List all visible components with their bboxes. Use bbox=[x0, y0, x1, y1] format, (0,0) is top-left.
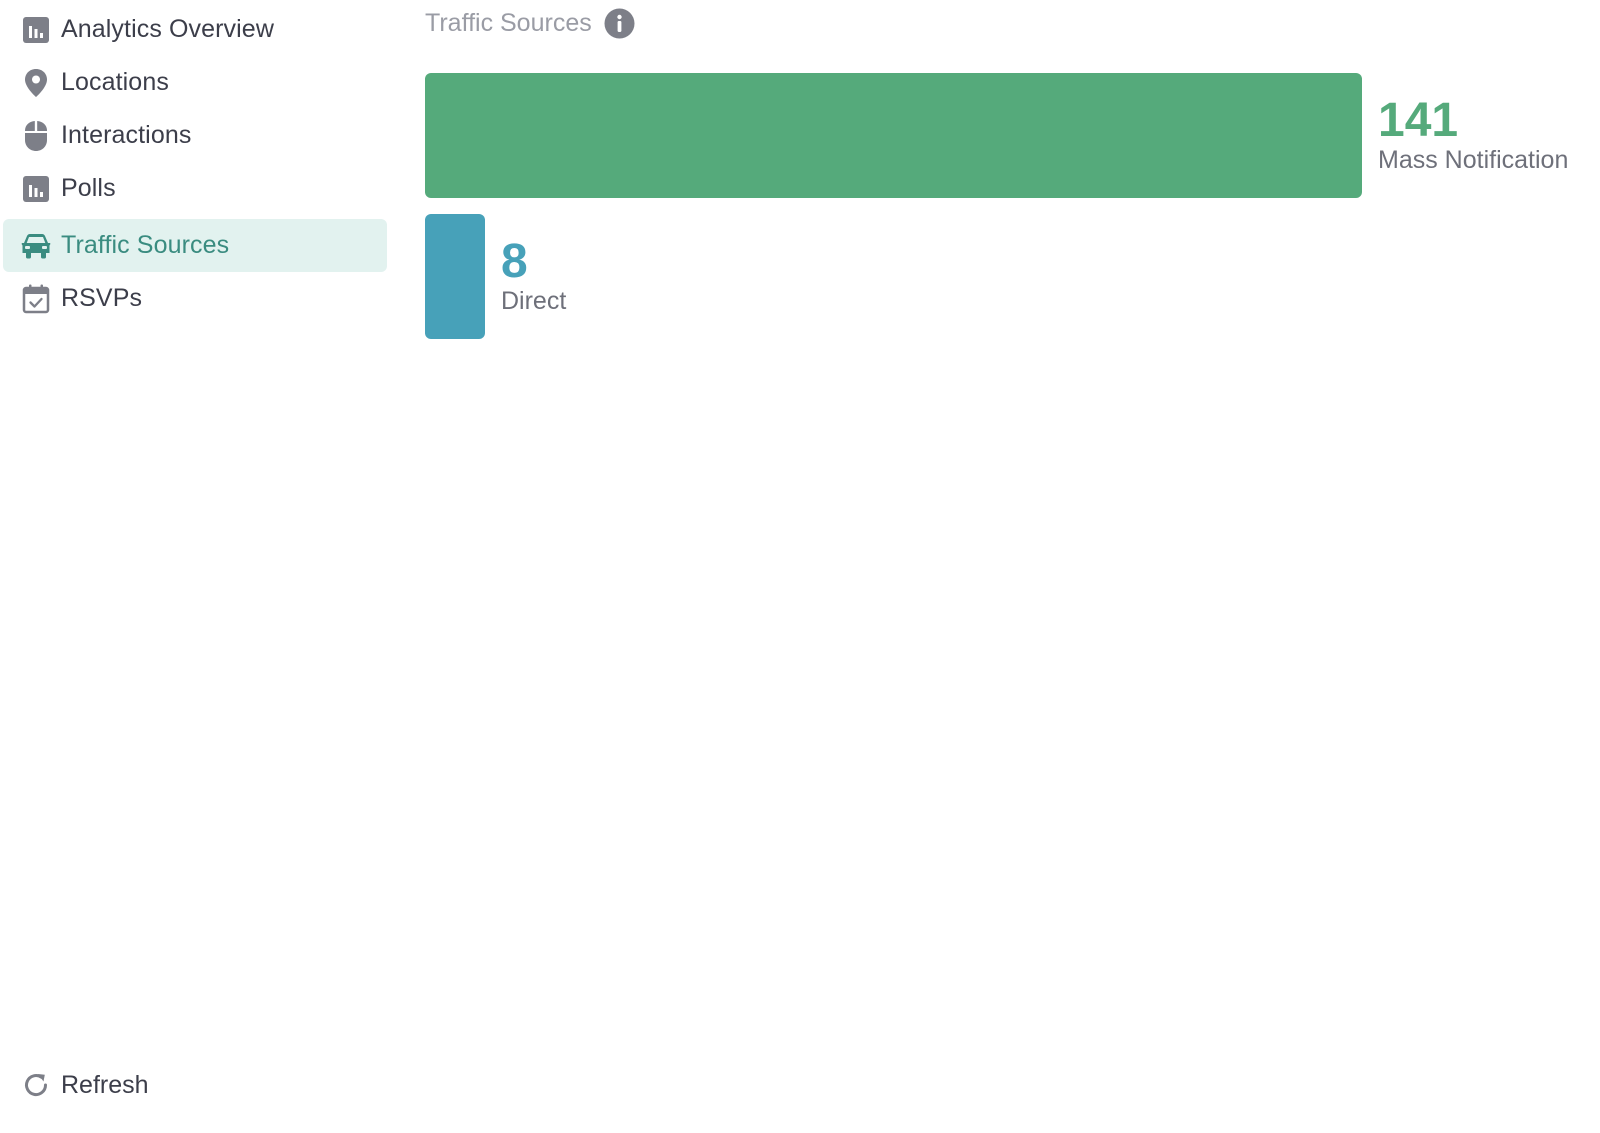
main-content: Traffic Sources 141 Mass Notification 8 Dir… bbox=[425, 0, 1600, 1133]
car-icon bbox=[21, 231, 51, 261]
sidebar-item-polls[interactable]: Polls bbox=[3, 162, 387, 215]
bar-value-mass-notification: 141 bbox=[1378, 94, 1459, 147]
traffic-sources-chart: 141 Mass Notification 8 Direct bbox=[425, 0, 1600, 400]
sidebar-item-label: Polls bbox=[61, 174, 116, 202]
bar-mass-notification[interactable] bbox=[425, 73, 1362, 198]
bar-value-direct: 8 bbox=[501, 235, 528, 288]
page-title: Traffic Sources bbox=[425, 8, 592, 37]
sidebar: Analytics Overview Locations bbox=[0, 0, 390, 1133]
sidebar-item-locations[interactable]: Locations bbox=[3, 56, 387, 109]
bar-chart-icon bbox=[21, 15, 51, 45]
sidebar-item-label: Interactions bbox=[61, 121, 192, 149]
map-pin-icon bbox=[21, 68, 51, 98]
bar-label-direct: Direct bbox=[501, 287, 567, 315]
sidebar-item-label: Traffic Sources bbox=[61, 231, 230, 259]
bar-direct[interactable] bbox=[425, 214, 485, 339]
refresh-label: Refresh bbox=[61, 1070, 149, 1099]
section-header: Traffic Sources bbox=[425, 6, 635, 40]
sidebar-item-analytics-overview[interactable]: Analytics Overview bbox=[3, 3, 387, 56]
sidebar-item-interactions[interactable]: Interactions bbox=[3, 109, 387, 162]
refresh-icon bbox=[21, 1070, 51, 1100]
calendar-check-icon bbox=[21, 284, 51, 314]
refresh-button[interactable]: Refresh bbox=[3, 1062, 203, 1108]
bar-chart-icon bbox=[21, 174, 51, 204]
mouse-icon bbox=[21, 120, 51, 151]
sidebar-item-traffic-sources[interactable]: Traffic Sources bbox=[3, 219, 387, 272]
sidebar-item-label: RSVPs bbox=[61, 284, 143, 312]
bar-label-mass-notification: Mass Notification bbox=[1378, 146, 1569, 174]
info-icon[interactable] bbox=[604, 8, 635, 39]
sidebar-item-rsvps[interactable]: RSVPs bbox=[3, 272, 387, 325]
sidebar-item-label: Analytics Overview bbox=[61, 15, 274, 43]
sidebar-item-label: Locations bbox=[61, 68, 169, 96]
